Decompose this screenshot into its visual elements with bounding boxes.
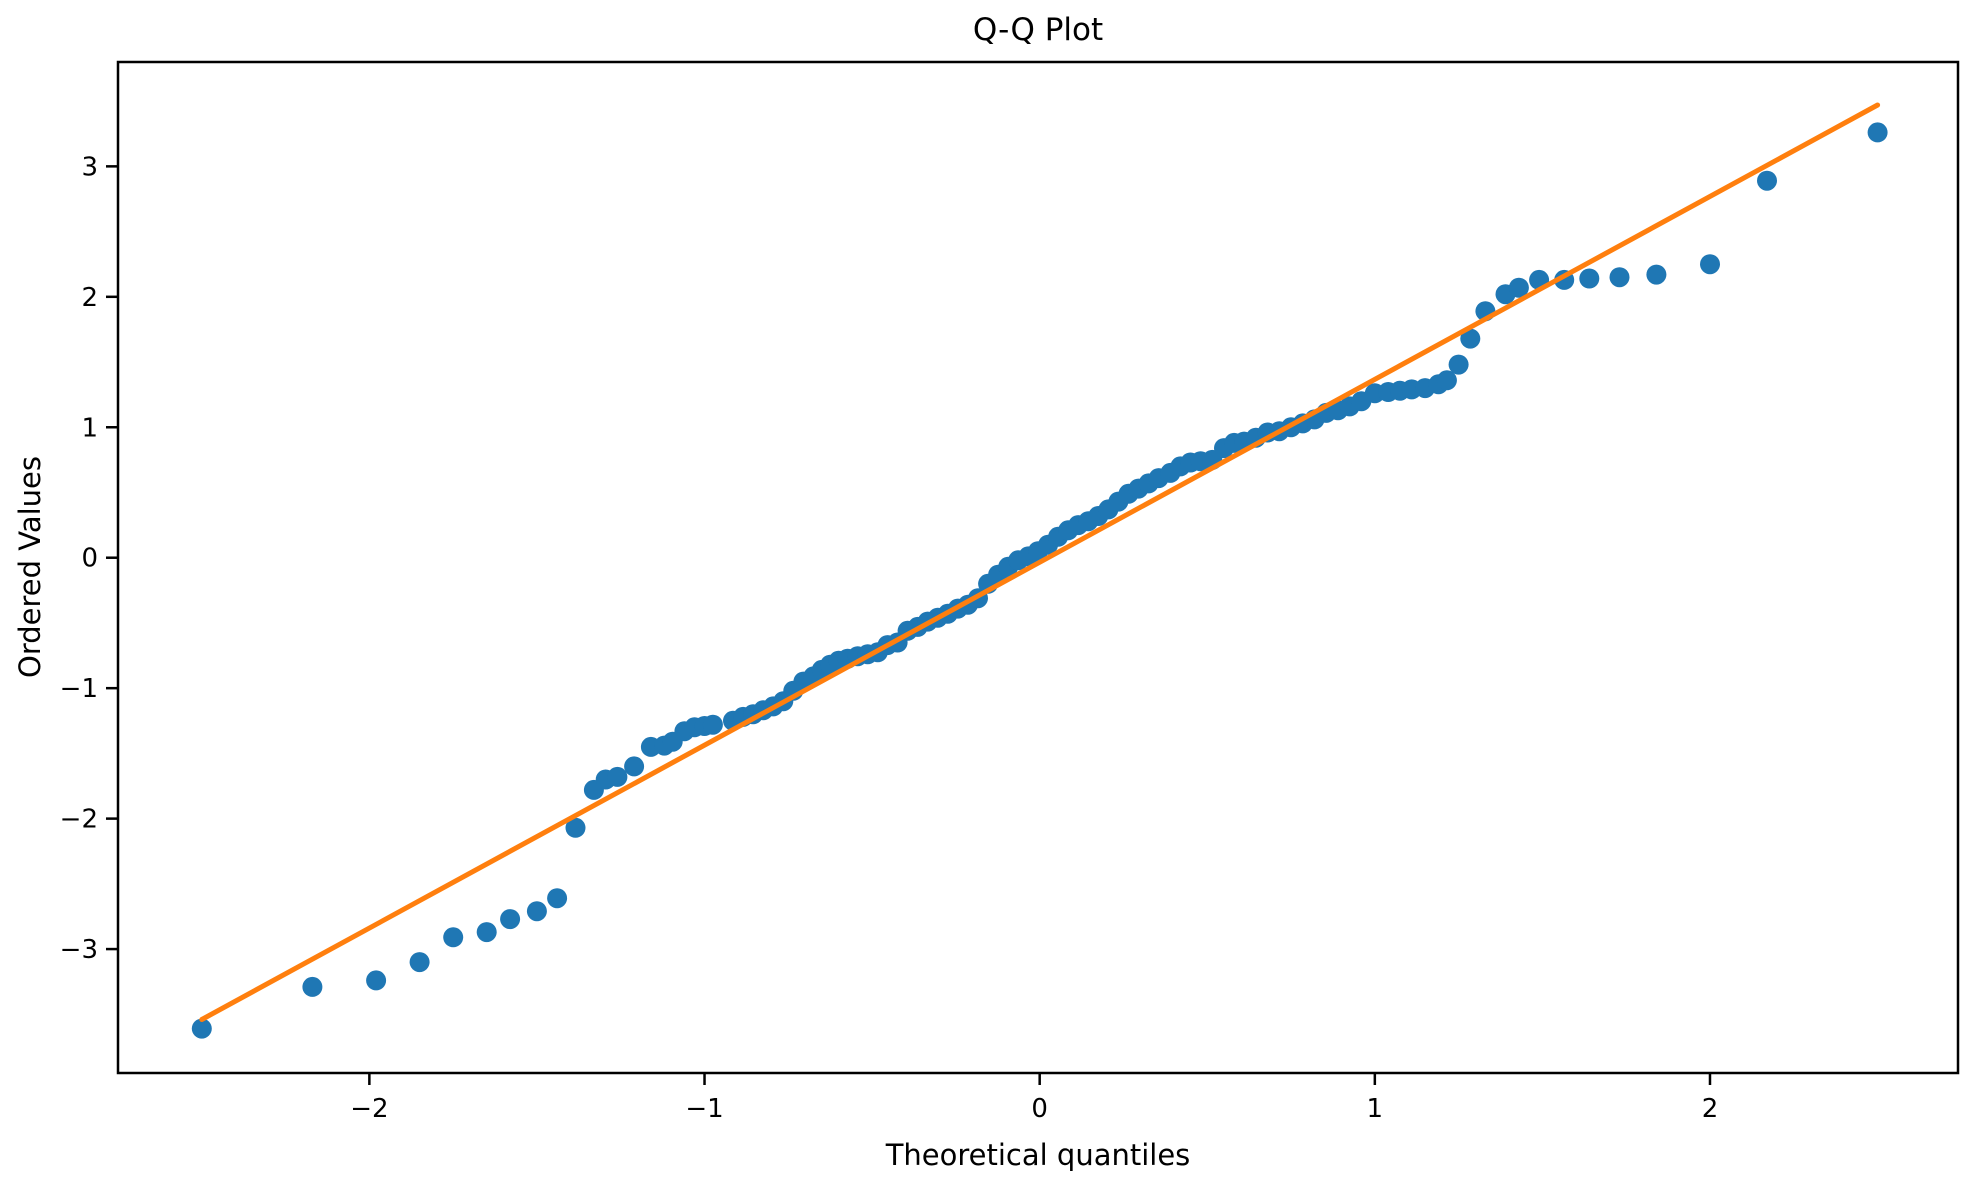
data-point [366, 970, 387, 991]
x-axis-ticks: −2 −1 0 1 2 [350, 1073, 1718, 1124]
data-point [1460, 328, 1481, 349]
data-point [476, 922, 497, 943]
y-tick-label: −2 [60, 805, 98, 835]
data-point [1448, 354, 1469, 375]
x-tick-label: 2 [1702, 1094, 1719, 1124]
y-axis-ticks: −3 −2 −1 0 1 2 3 [60, 152, 118, 965]
data-point [443, 927, 464, 948]
data-point [409, 952, 430, 973]
x-tick-label: 1 [1367, 1094, 1384, 1124]
data-point [607, 766, 628, 787]
data-point [1700, 254, 1720, 275]
y-tick-label: 3 [81, 152, 98, 182]
y-tick-label: 1 [81, 413, 98, 443]
data-point [1757, 170, 1777, 191]
data-point [191, 1018, 212, 1039]
scatter-points [191, 122, 1888, 1039]
data-point [1867, 122, 1888, 143]
data-point [624, 756, 645, 777]
y-tick-label: 0 [81, 544, 98, 574]
y-tick-label: −3 [60, 935, 98, 965]
plot-frame [116, 60, 1960, 1075]
data-point [702, 714, 723, 735]
data-point [565, 817, 586, 838]
data-point [547, 888, 568, 909]
data-point [500, 909, 521, 930]
y-tick-label: 2 [81, 283, 98, 313]
data-point [1609, 267, 1630, 288]
x-tick-label: 0 [1031, 1094, 1048, 1124]
x-tick-label: −1 [685, 1094, 723, 1124]
x-tick-label: −2 [350, 1094, 388, 1124]
y-axis-label: Ordered Values [13, 456, 47, 678]
data-point [1579, 268, 1600, 289]
fit-line [199, 102, 1881, 1022]
x-axis-label: Theoretical quantiles [885, 1138, 1191, 1172]
data-point [1508, 277, 1529, 298]
data-point [1646, 264, 1667, 285]
fit-line-segment [199, 102, 1881, 1022]
data-point [302, 976, 323, 997]
y-tick-label: −1 [60, 674, 98, 704]
data-point [526, 901, 547, 922]
chart-title: Q-Q Plot [972, 12, 1104, 48]
data-point [1436, 370, 1457, 391]
